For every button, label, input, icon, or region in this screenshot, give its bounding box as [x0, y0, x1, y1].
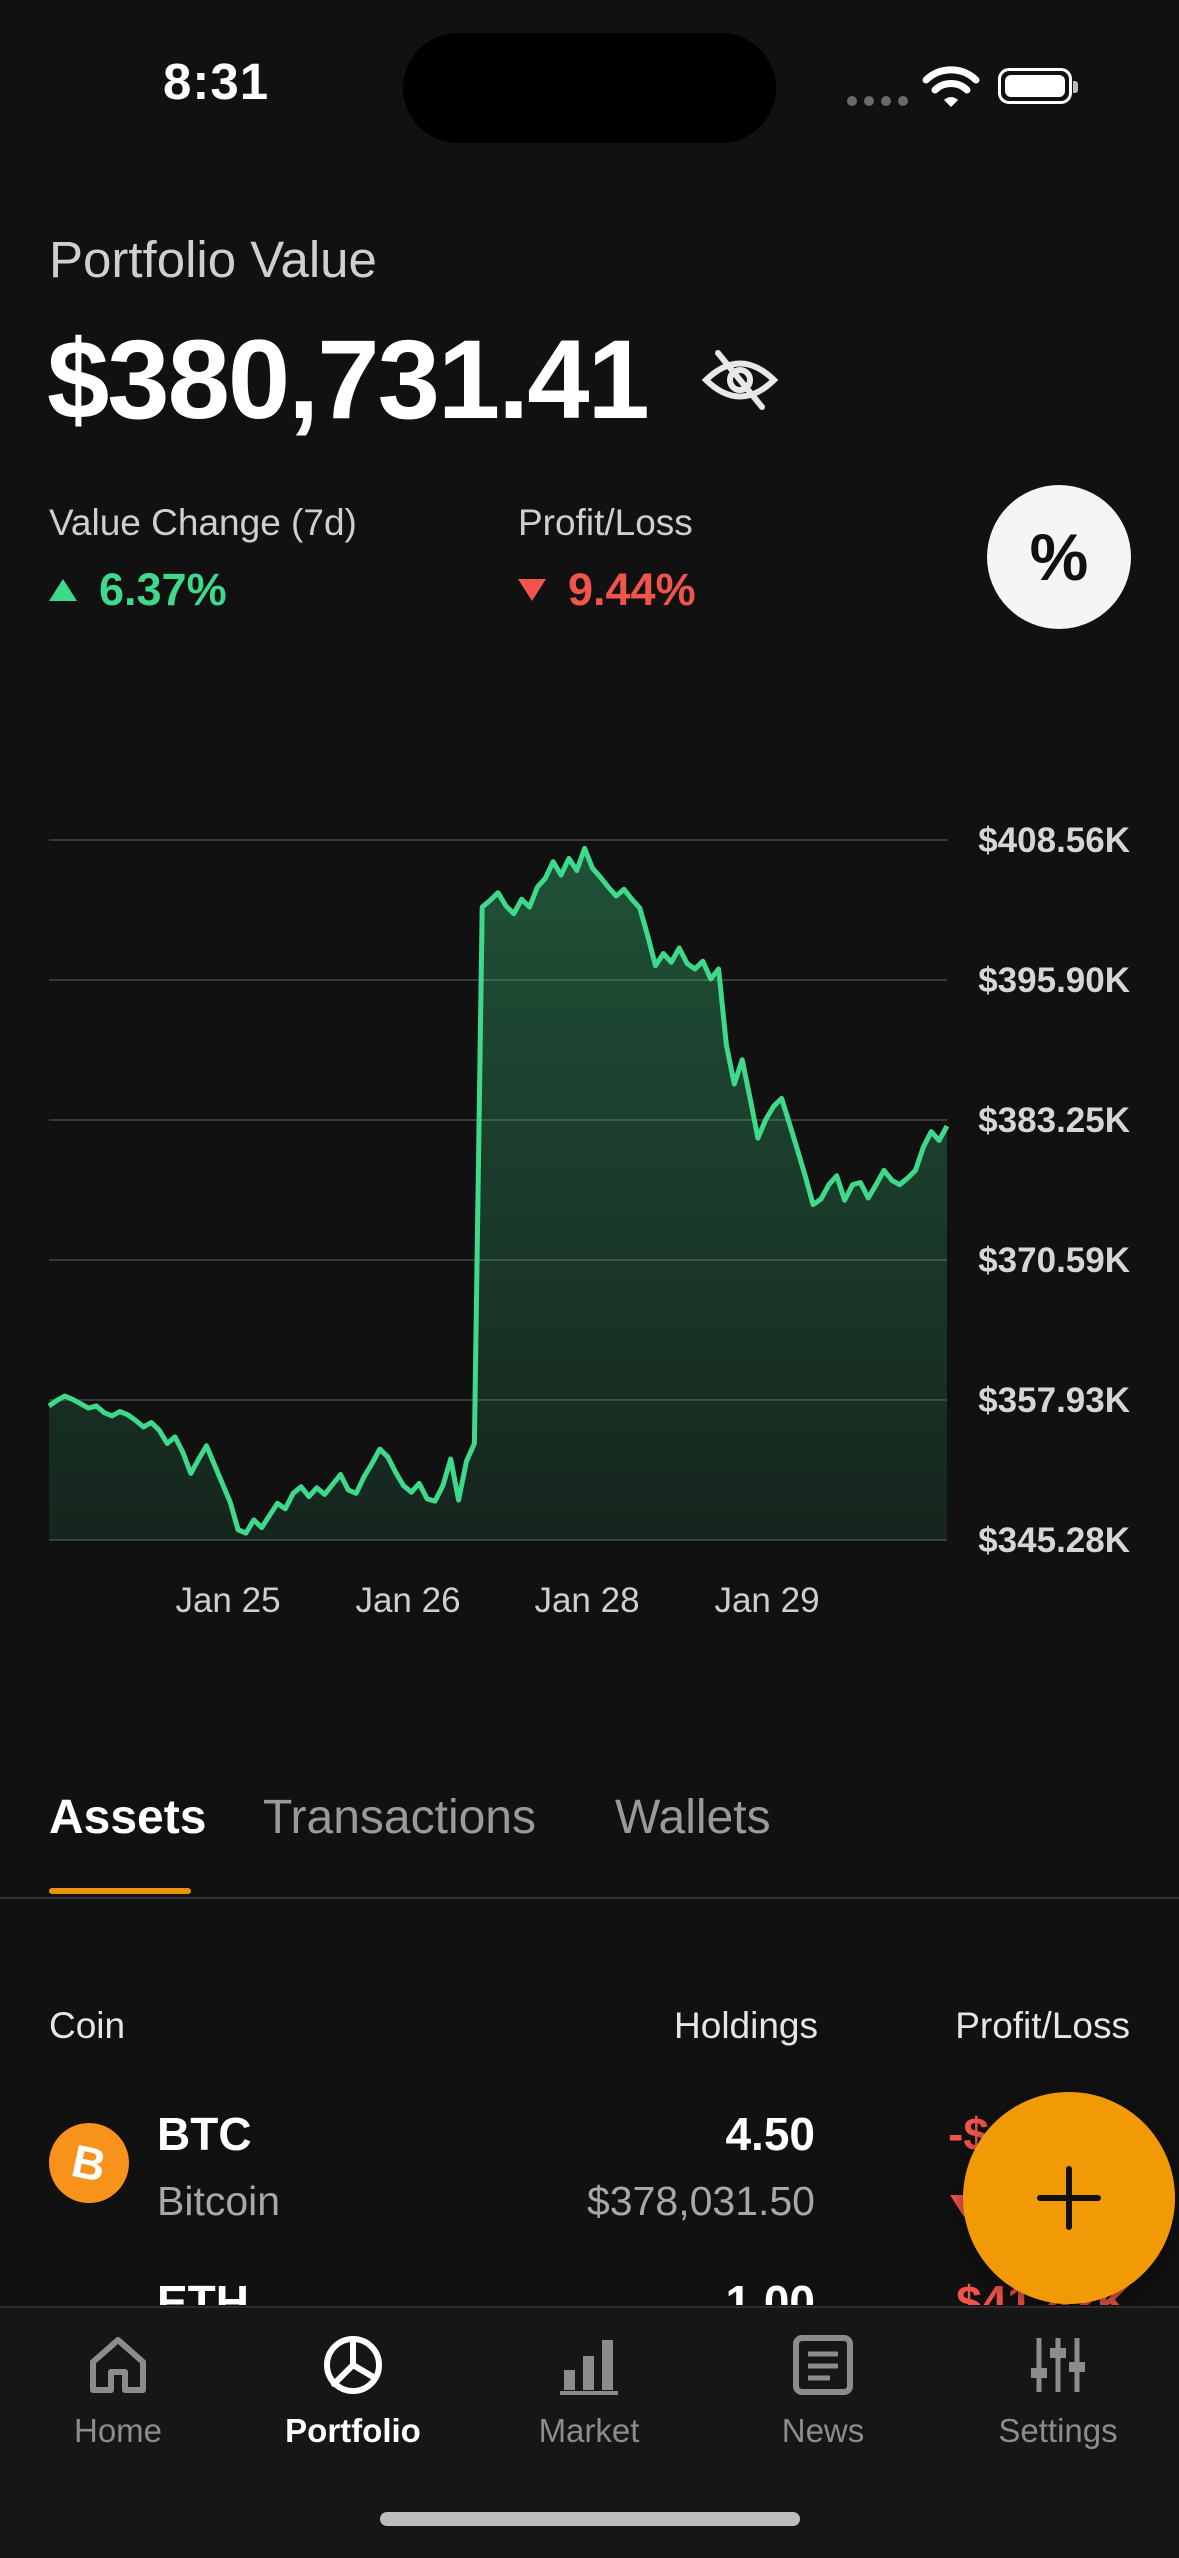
- cellular-signal-icon: [847, 96, 908, 106]
- assets-list: B BTC Bitcoin 4.50 $378,031.50 -$ K ETH …: [0, 2095, 1179, 2305]
- active-tab-indicator: [49, 1888, 191, 1894]
- portfolio-value: $380,731.41: [47, 317, 650, 442]
- column-header-holdings: Holdings: [674, 2005, 818, 2046]
- holdings-value: $378,031.50: [586, 2178, 815, 2224]
- profit-loss-label: Profit/Loss: [518, 502, 693, 543]
- percent-toggle-button[interactable]: %: [987, 485, 1131, 629]
- portfolio-value-label: Portfolio Value: [49, 231, 377, 288]
- y-tick-label: $357.93K: [978, 1381, 1130, 1420]
- coin-symbol: ETH: [157, 2276, 249, 2305]
- y-tick-label: $395.90K: [978, 961, 1130, 1000]
- table-row[interactable]: B BTC Bitcoin 4.50 $378,031.50 -$ K: [0, 2095, 1179, 2245]
- home-indicator: [380, 2512, 800, 2526]
- eye-off-icon[interactable]: [700, 345, 780, 415]
- nav-home-label: Home: [73, 2412, 163, 2449]
- nav-news[interactable]: News: [723, 2332, 923, 2450]
- y-tick-label: $383.25K: [978, 1101, 1130, 1140]
- dynamic-island: [403, 33, 776, 143]
- nav-portfolio[interactable]: Portfolio: [253, 2332, 453, 2450]
- column-header-profit-loss: Profit/Loss: [955, 2005, 1130, 2046]
- wifi-icon: [922, 66, 980, 107]
- nav-settings[interactable]: Settings: [958, 2332, 1158, 2450]
- triangle-down-icon: [518, 579, 546, 601]
- battery-icon: [998, 68, 1078, 104]
- y-tick-label: $345.28K: [978, 1521, 1130, 1560]
- add-transaction-button[interactable]: [963, 2092, 1175, 2304]
- column-header-coin: Coin: [49, 2005, 126, 2046]
- tab-divider: [0, 1897, 1179, 1899]
- x-tick-label: Jan 26: [355, 1581, 460, 1620]
- svg-text:B: B: [67, 2135, 110, 2191]
- value-change-value: 6.37%: [99, 564, 227, 615]
- value-change-label: Value Change (7d): [49, 502, 357, 543]
- holdings-amount: 1.00: [725, 2276, 815, 2305]
- portfolio-chart: $408.56K $395.90K $383.25K $370.59K $357.93K…: [47, 821, 1130, 1620]
- profit-loss-value: 9.44%: [568, 564, 696, 615]
- plus-icon: [1037, 2166, 1101, 2230]
- nav-settings-label: Settings: [998, 2412, 1118, 2449]
- profit-loss-metric: Profit/Loss 9.44%: [518, 502, 696, 616]
- nav-market-label: Market: [538, 2412, 640, 2449]
- status-time: 8:31: [163, 53, 270, 110]
- value-change-metric: Value Change (7d) 6.37%: [49, 502, 357, 616]
- nav-home[interactable]: Home: [18, 2332, 218, 2450]
- tab-assets[interactable]: Assets: [49, 1791, 207, 1844]
- coin-name: Bitcoin: [157, 2178, 281, 2224]
- x-tick-label: Jan 29: [714, 1581, 819, 1620]
- nav-news-label: News: [781, 2412, 865, 2449]
- coin-symbol: BTC: [157, 2108, 252, 2160]
- x-tick-label: Jan 25: [175, 1581, 280, 1620]
- sliders-icon: [1031, 2338, 1085, 2392]
- nav-market[interactable]: Market: [489, 2332, 689, 2450]
- bitcoin-icon: B: [49, 2123, 129, 2203]
- pie-chart-icon: [324, 2336, 382, 2394]
- holdings-amount: 4.50: [725, 2108, 815, 2160]
- newspaper-icon: [793, 2335, 853, 2395]
- chart-series-line: [47, 845, 950, 1536]
- bar-chart-icon: [560, 2340, 618, 2395]
- tab-wallets[interactable]: Wallets: [615, 1791, 771, 1844]
- tab-transactions[interactable]: Transactions: [263, 1791, 536, 1844]
- home-icon: [90, 2337, 146, 2393]
- x-tick-label: Jan 28: [534, 1581, 639, 1620]
- y-tick-label: $370.59K: [978, 1241, 1130, 1280]
- y-tick-label: $408.56K: [978, 821, 1130, 860]
- nav-portfolio-label: Portfolio: [285, 2412, 421, 2449]
- triangle-up-icon: [49, 579, 77, 601]
